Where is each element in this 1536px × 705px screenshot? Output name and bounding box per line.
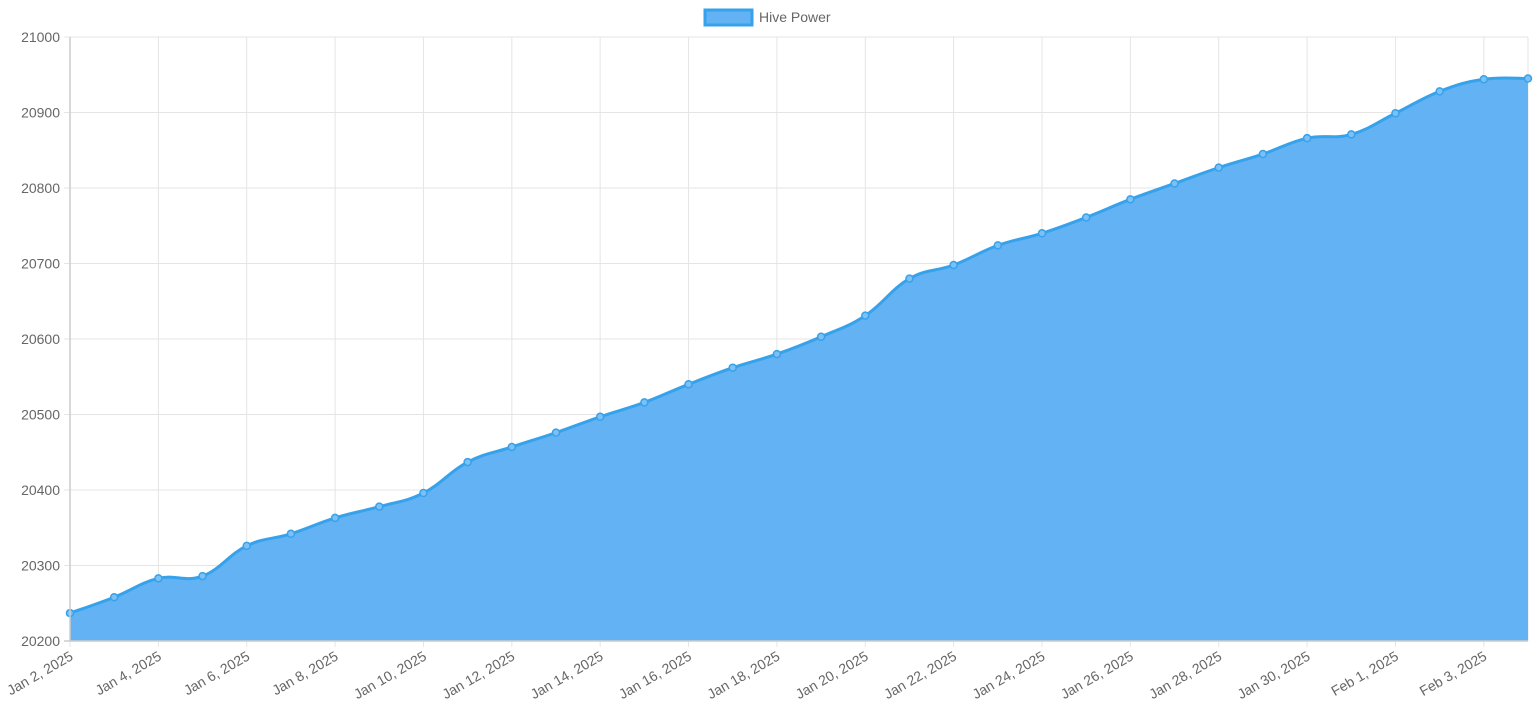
legend-swatch[interactable]: [703, 8, 754, 27]
data-points-layer: [65, 74, 1533, 618]
legend-label-hive-power[interactable]: Hive Power: [759, 9, 831, 25]
x-tick-label: Feb 1, 2025: [1328, 648, 1401, 699]
series-line-layer: [69, 76, 1529, 615]
data-point[interactable]: [1347, 130, 1356, 139]
data-point[interactable]: [905, 274, 914, 283]
legend[interactable]: Hive Power: [703, 8, 831, 27]
x-tick-label: Jan 8, 2025: [269, 648, 341, 699]
data-point[interactable]: [1479, 75, 1489, 84]
data-point[interactable]: [684, 380, 693, 389]
data-point[interactable]: [1435, 87, 1444, 96]
data-point[interactable]: [861, 311, 870, 320]
x-tick-label: Jan 24, 2025: [969, 648, 1047, 702]
data-point[interactable]: [507, 442, 517, 452]
x-tick-label: Jan 30, 2025: [1234, 648, 1312, 702]
y-tick-label: 20700: [21, 256, 60, 272]
data-point[interactable]: [1391, 109, 1400, 118]
area-fill-layer: [70, 77, 1528, 641]
data-point[interactable]: [419, 488, 428, 498]
y-tick-label: 20300: [21, 558, 60, 574]
data-point[interactable]: [993, 241, 1003, 250]
data-point[interactable]: [595, 412, 605, 422]
area-fill-hive-power: [70, 77, 1528, 641]
data-point[interactable]: [816, 332, 826, 341]
data-point[interactable]: [772, 349, 782, 359]
data-point[interactable]: [154, 574, 163, 583]
data-point[interactable]: [1523, 74, 1533, 83]
y-tick-label: 20900: [21, 105, 60, 121]
data-point[interactable]: [728, 363, 737, 372]
data-point[interactable]: [1258, 149, 1268, 159]
data-point[interactable]: [198, 571, 207, 581]
series-line-hive-power: [69, 76, 1529, 615]
x-tick-label: Jan 20, 2025: [793, 648, 871, 702]
x-tick-label: Feb 3, 2025: [1417, 648, 1490, 699]
x-tick-label: Jan 10, 2025: [351, 648, 429, 702]
x-tick-label: Jan 16, 2025: [616, 648, 694, 702]
x-tick-label: Jan 6, 2025: [181, 648, 253, 699]
data-point[interactable]: [1081, 213, 1091, 222]
data-point[interactable]: [1214, 163, 1223, 172]
data-point[interactable]: [1037, 229, 1047, 238]
data-point[interactable]: [1170, 179, 1179, 188]
x-tick-label: Jan 28, 2025: [1146, 648, 1224, 702]
data-point[interactable]: [1126, 195, 1135, 204]
data-point[interactable]: [242, 541, 251, 551]
data-point[interactable]: [375, 502, 384, 511]
data-point[interactable]: [463, 457, 472, 467]
y-tick-label: 21000: [21, 29, 60, 45]
data-point[interactable]: [949, 260, 958, 270]
data-point[interactable]: [551, 428, 561, 437]
y-tick-label: 20800: [21, 180, 60, 196]
data-point[interactable]: [286, 529, 296, 539]
data-point[interactable]: [640, 398, 649, 407]
y-tick-label: 20600: [21, 331, 60, 347]
data-point[interactable]: [330, 513, 340, 523]
x-tick-label: Jan 14, 2025: [528, 648, 606, 702]
y-tick-label: 20500: [21, 407, 60, 423]
y-tick-label: 20400: [21, 482, 60, 498]
y-tick-label: 20200: [21, 633, 60, 649]
x-tick-label: Jan 26, 2025: [1058, 648, 1136, 702]
data-point[interactable]: [109, 592, 119, 602]
x-tick-label: Jan 2, 2025: [4, 648, 76, 699]
x-tick-label: Jan 18, 2025: [704, 648, 782, 702]
x-tick-label: Jan 22, 2025: [881, 648, 959, 702]
x-tick-label: Jan 12, 2025: [439, 648, 517, 702]
x-tick-label: Jan 4, 2025: [92, 648, 164, 699]
data-point[interactable]: [1302, 133, 1312, 143]
